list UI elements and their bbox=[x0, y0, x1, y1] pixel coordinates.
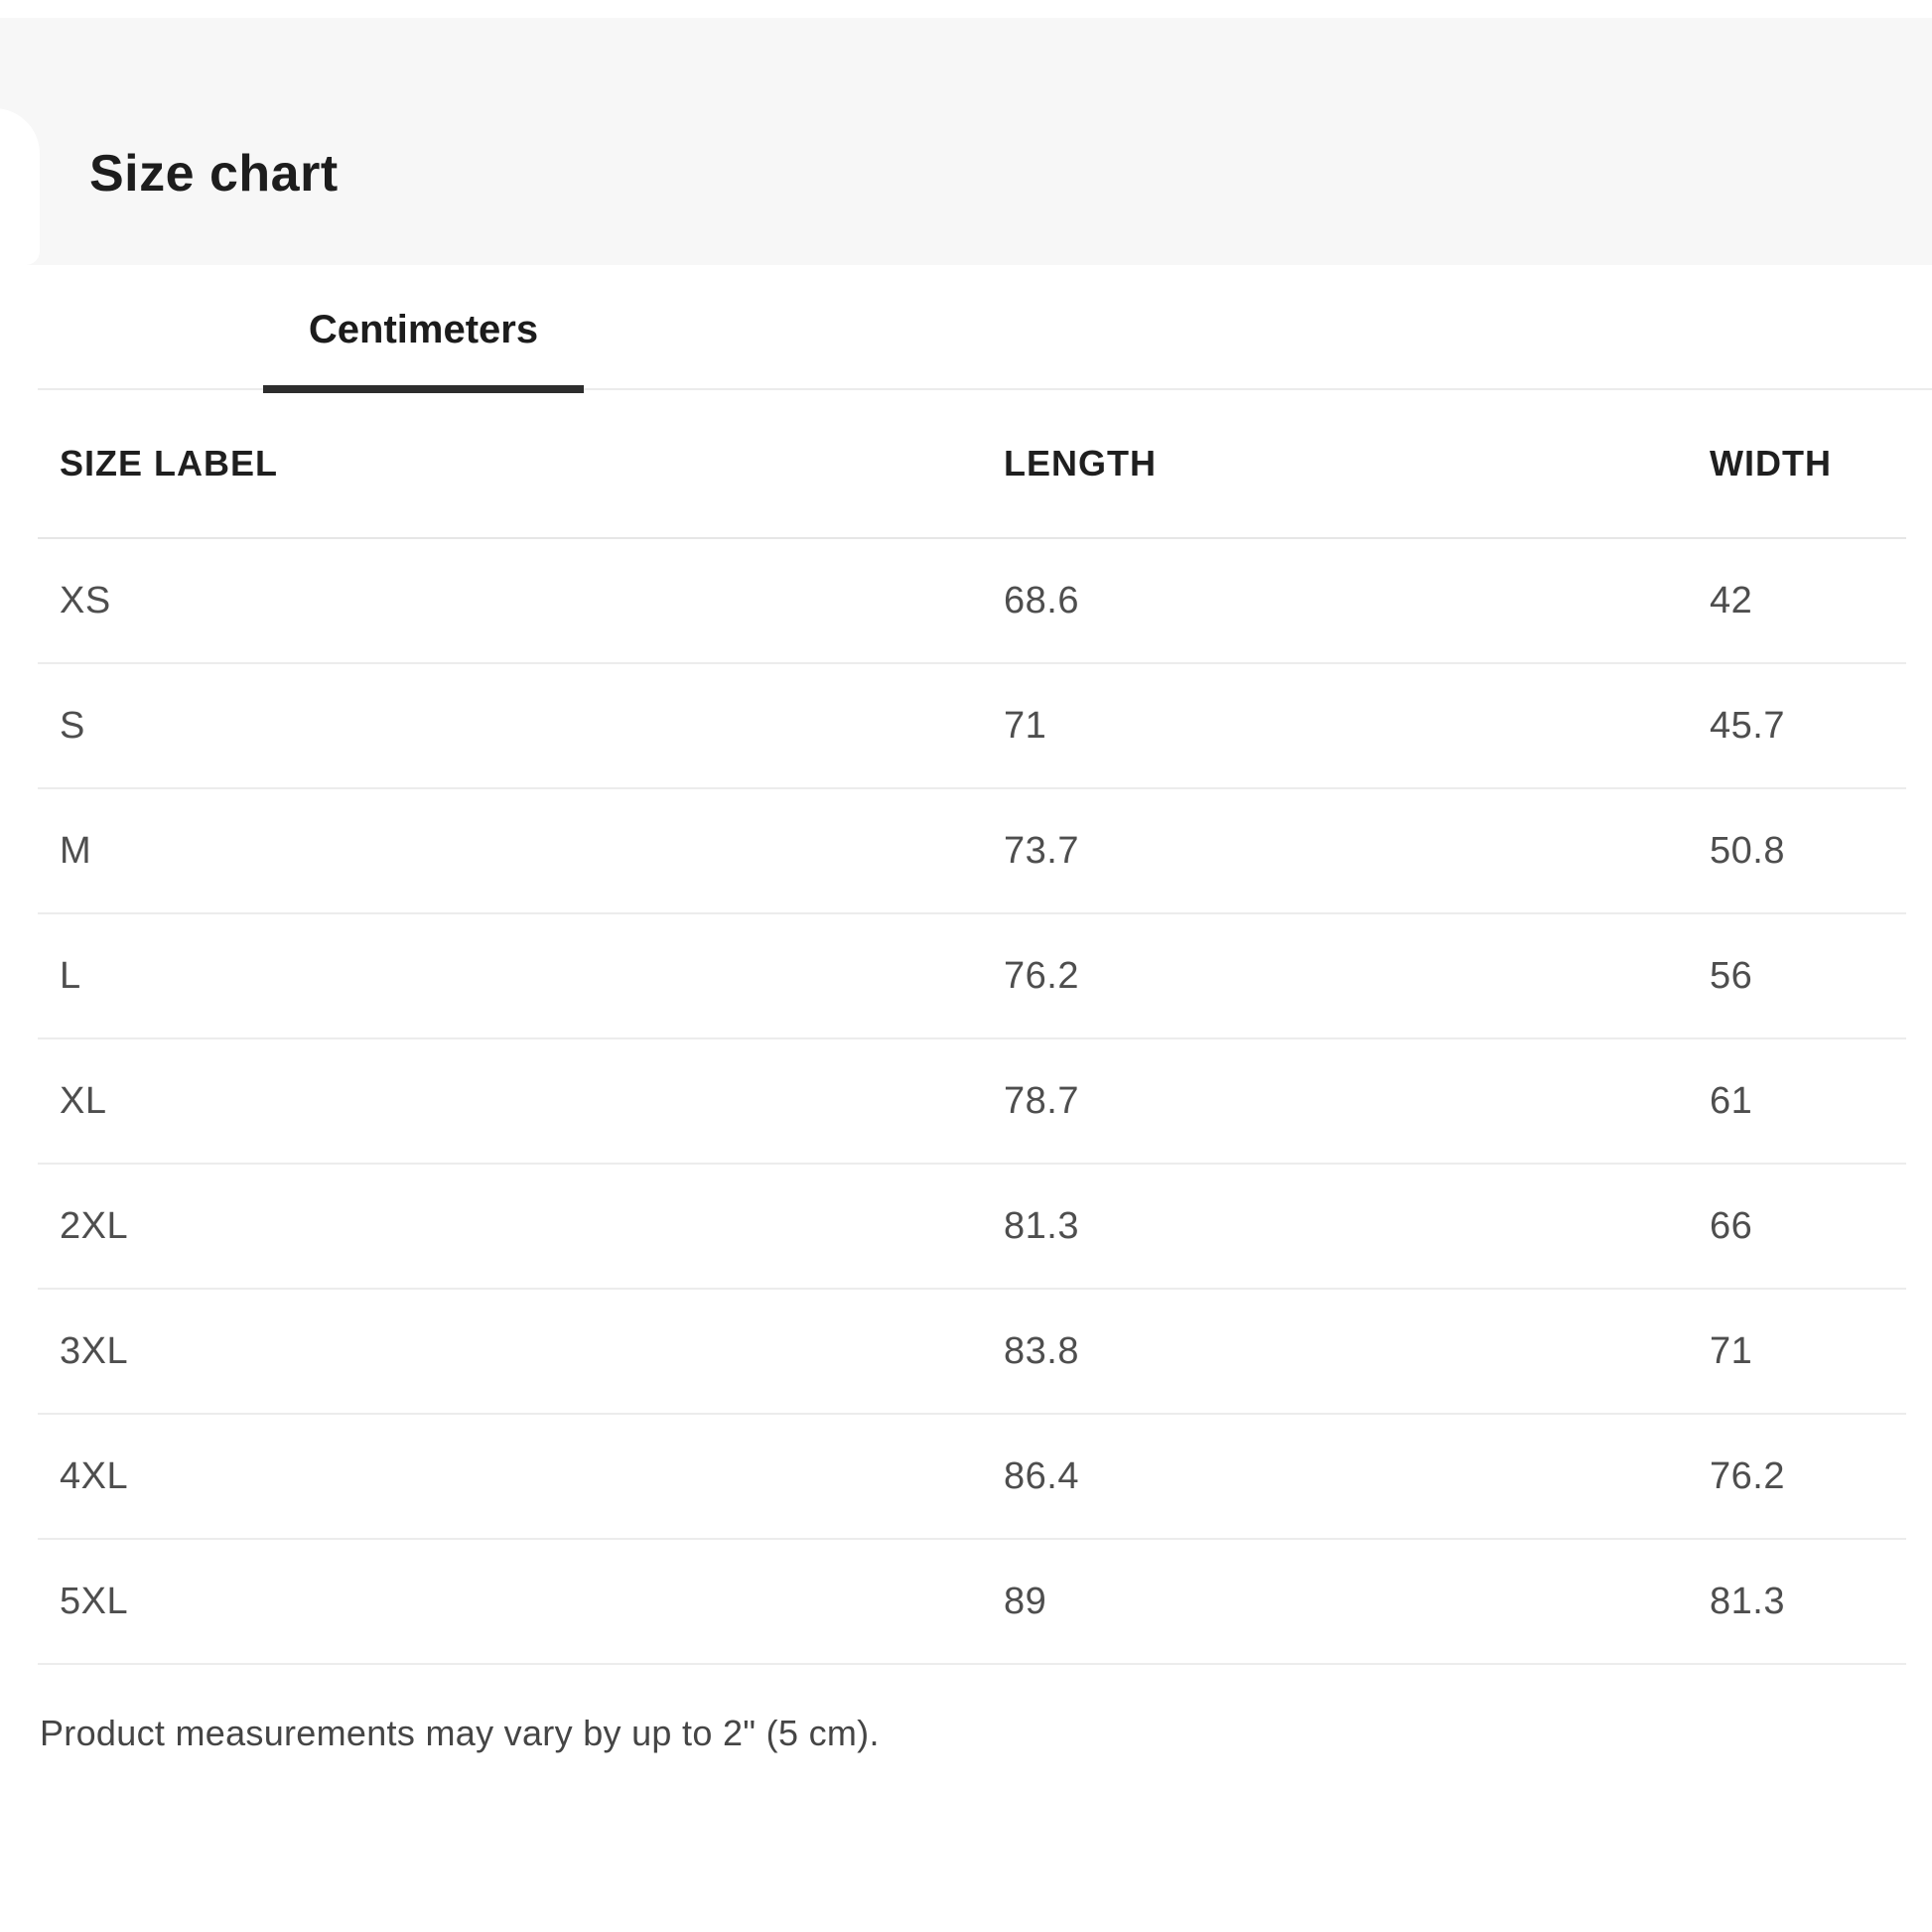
length-cell: 71 bbox=[1004, 704, 1047, 747]
width-cell: 42 bbox=[1710, 579, 1753, 621]
table-row: 5XL 89 81.3 bbox=[38, 1540, 1906, 1665]
table-row: S 71 45.7 bbox=[38, 664, 1906, 789]
length-cell: 76.2 bbox=[1004, 954, 1079, 997]
size-label-cell: L bbox=[60, 954, 81, 997]
table-row: L 76.2 56 bbox=[38, 914, 1906, 1039]
table-row: 2XL 81.3 66 bbox=[38, 1165, 1906, 1290]
size-label-cell: M bbox=[60, 829, 92, 872]
length-cell: 73.7 bbox=[1004, 829, 1079, 872]
size-label-cell: 2XL bbox=[60, 1204, 129, 1247]
column-header-width: WIDTH bbox=[1710, 443, 1832, 483]
width-cell: 71 bbox=[1710, 1329, 1753, 1372]
header-corner-artifact bbox=[0, 108, 40, 265]
length-cell: 86.4 bbox=[1004, 1454, 1079, 1497]
width-cell: 61 bbox=[1710, 1079, 1753, 1122]
width-cell: 45.7 bbox=[1710, 704, 1785, 747]
length-cell: 78.7 bbox=[1004, 1079, 1079, 1122]
size-label-cell: XL bbox=[60, 1079, 107, 1122]
size-label-cell: 4XL bbox=[60, 1454, 129, 1497]
table-row: 4XL 86.4 76.2 bbox=[38, 1415, 1906, 1540]
modal-header: Size chart bbox=[0, 18, 1932, 265]
size-table: SIZE LABEL LENGTH WIDTH XS 68.6 42 S 71 … bbox=[38, 390, 1906, 1665]
page-title: Size chart bbox=[89, 144, 339, 203]
length-cell: 81.3 bbox=[1004, 1204, 1079, 1247]
column-header-size-label: SIZE LABEL bbox=[60, 443, 279, 483]
length-cell: 68.6 bbox=[1004, 579, 1079, 621]
table-row: XS 68.6 42 bbox=[38, 539, 1906, 664]
width-cell: 50.8 bbox=[1710, 829, 1785, 872]
width-cell: 66 bbox=[1710, 1204, 1753, 1247]
table-row: M 73.7 50.8 bbox=[38, 789, 1906, 914]
width-cell: 76.2 bbox=[1710, 1454, 1785, 1497]
measurement-note: Product measurements may vary by up to 2… bbox=[40, 1713, 880, 1753]
top-strip bbox=[0, 0, 1932, 18]
table-row: 3XL 83.8 71 bbox=[38, 1290, 1906, 1415]
size-label-cell: XS bbox=[60, 579, 111, 621]
table-row: XL 78.7 61 bbox=[38, 1039, 1906, 1165]
width-cell: 81.3 bbox=[1710, 1580, 1785, 1622]
tab-centimeters[interactable]: Centimeters bbox=[263, 265, 584, 393]
width-cell: 56 bbox=[1710, 954, 1753, 997]
size-label-cell: S bbox=[60, 704, 85, 747]
length-cell: 89 bbox=[1004, 1580, 1047, 1622]
unit-tabs: Centimeters bbox=[38, 265, 1932, 393]
size-label-cell: 3XL bbox=[60, 1329, 129, 1372]
length-cell: 83.8 bbox=[1004, 1329, 1079, 1372]
size-label-cell: 5XL bbox=[60, 1580, 129, 1622]
column-header-length: LENGTH bbox=[1004, 443, 1157, 483]
table-header-row: SIZE LABEL LENGTH WIDTH bbox=[38, 390, 1906, 539]
